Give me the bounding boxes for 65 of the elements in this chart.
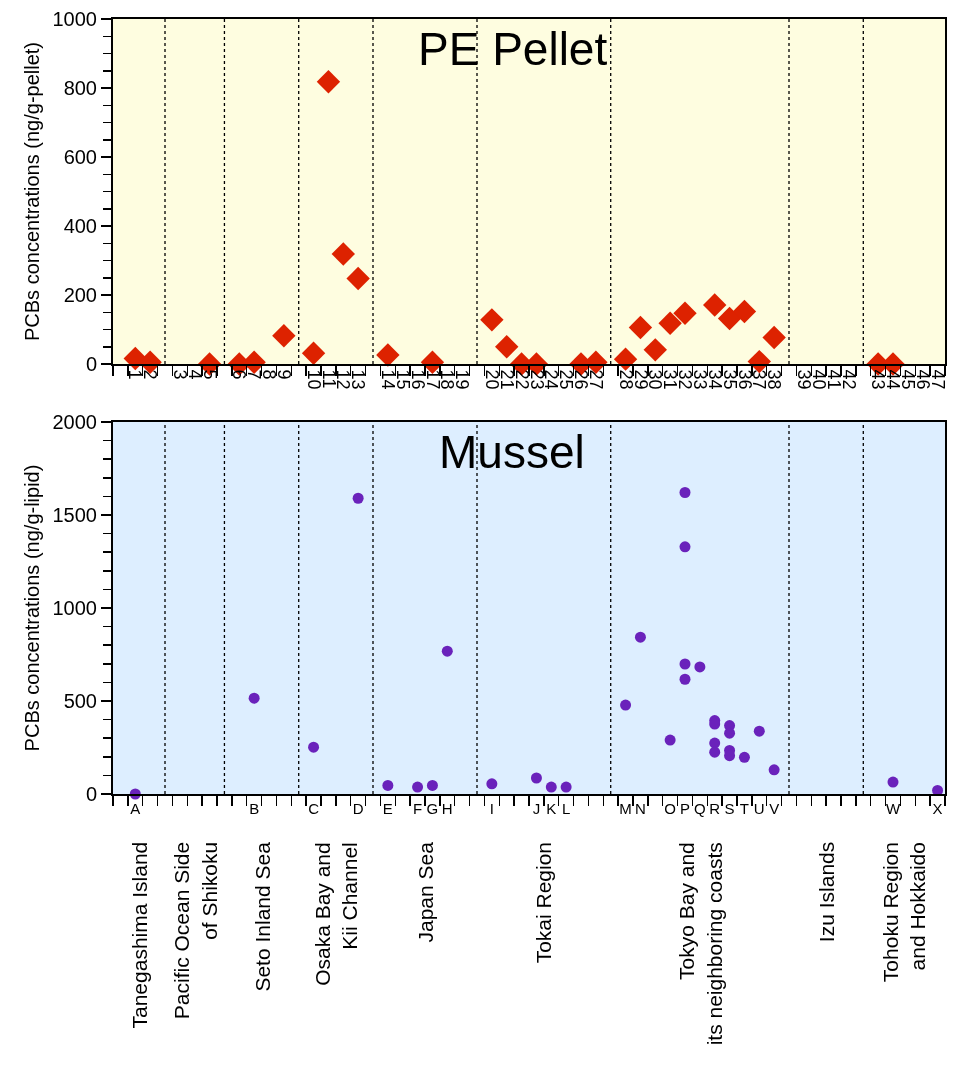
x-tick-label: O xyxy=(664,800,676,817)
point xyxy=(643,338,667,362)
point xyxy=(346,266,370,291)
y-axis-title: PCBs concentrations (ng/g-pellet) xyxy=(20,41,43,342)
point xyxy=(301,341,326,366)
y-axis-title: PCBs concentrations (ng/g-lipid) xyxy=(20,464,43,752)
x-tick-label: H xyxy=(441,800,453,817)
point xyxy=(331,242,355,266)
text: Izu Islands xyxy=(815,841,839,943)
text: Tanegashima Island xyxy=(127,841,151,1029)
y-tick-label: 1500 xyxy=(52,504,97,526)
x-tick-label: L xyxy=(561,800,571,817)
x-tick-label: W xyxy=(885,800,901,817)
x-tick-label: J xyxy=(532,800,541,817)
text: Pacific Ocean Side of Shikoku xyxy=(170,841,221,1020)
x-tick-label: D xyxy=(352,800,364,817)
y-tick-label: 1000 xyxy=(52,8,97,30)
x-tick-label: B xyxy=(249,800,260,817)
x-tick-label: A xyxy=(130,800,141,817)
x-tick-label: X xyxy=(932,800,943,817)
point xyxy=(316,70,341,94)
x-tick-label: U xyxy=(753,800,765,817)
x-tick-label: S xyxy=(724,800,735,817)
y-tick-label: 500 xyxy=(63,690,97,712)
point xyxy=(613,347,638,371)
x-tick-label: R xyxy=(709,800,721,817)
y-tick-label: 800 xyxy=(63,77,97,99)
y-tick-label: 1000 xyxy=(52,597,97,619)
point xyxy=(376,343,400,367)
y-tick-label: 0 xyxy=(85,353,97,375)
y-tick-label: 0 xyxy=(85,783,97,805)
y-tick-label: 200 xyxy=(63,284,97,306)
y-tick-label: 2000 xyxy=(52,411,97,433)
x-tick-label: E xyxy=(382,800,393,817)
x-tick-label: M xyxy=(619,800,632,817)
x-tick-label: G xyxy=(426,800,439,817)
x-tick-label: P xyxy=(679,800,691,817)
text: Seto Inland Sea xyxy=(250,841,274,992)
text: Tokyo Bay and its neighboring coasts xyxy=(675,842,726,1046)
point xyxy=(628,315,653,340)
point xyxy=(658,311,682,335)
y-tick-label: 600 xyxy=(63,146,97,168)
x-tick-label: V xyxy=(769,800,780,817)
point xyxy=(495,335,519,359)
text: Osaka Bay and Kii Channel xyxy=(310,842,362,986)
y-tick-label: 400 xyxy=(63,215,97,237)
point xyxy=(480,308,504,332)
x-tick-label: I xyxy=(489,800,494,817)
text: Japan Sea xyxy=(413,841,437,943)
x-tick-label: Q xyxy=(694,800,706,817)
chart-title: PE Pellet xyxy=(418,23,608,75)
text: Tokai Region xyxy=(532,841,556,964)
point xyxy=(673,301,697,325)
x-tick-label: C xyxy=(308,800,320,817)
point xyxy=(762,325,786,350)
x-tick-label: T xyxy=(739,800,750,817)
point xyxy=(272,324,296,348)
chart-title: Mussel xyxy=(439,426,585,478)
x-tick-label: K xyxy=(546,800,557,817)
point xyxy=(717,306,742,331)
point xyxy=(732,299,757,324)
x-tick-label: F xyxy=(412,800,423,817)
text: Tohoku Region and Hokkaido xyxy=(879,842,930,983)
point xyxy=(703,293,727,317)
x-tick-label: N xyxy=(635,800,646,817)
